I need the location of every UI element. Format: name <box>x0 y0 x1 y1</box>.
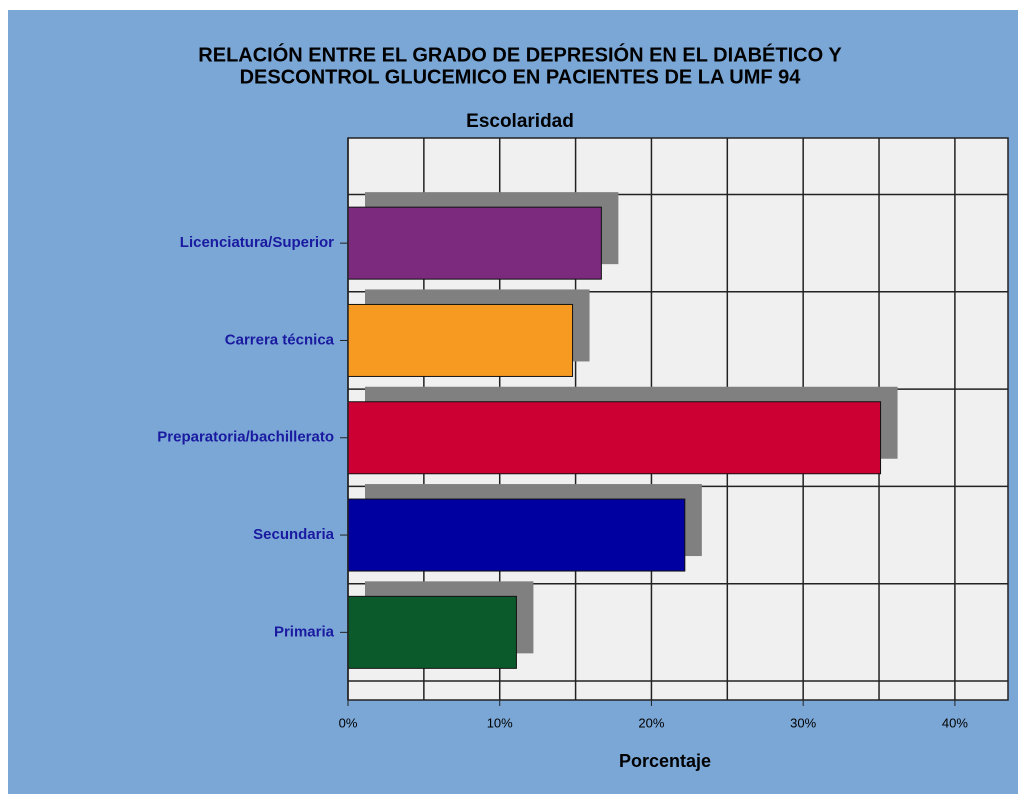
y-tick-label: Licenciatura/Superior <box>180 234 334 251</box>
y-tick-label: Secundaria <box>253 526 335 543</box>
y-tick-label: Preparatoria/bachillerato <box>157 429 334 446</box>
chart-title: RELACIÓN ENTRE EL GRADO DE DEPRESIÓN EN … <box>198 42 842 66</box>
plot-border <box>347 137 1009 701</box>
x-tick-label: 40% <box>942 715 968 730</box>
bar <box>347 595 517 669</box>
x-tick-label: 10% <box>487 715 513 730</box>
chart-subtitle: Escolaridad <box>466 111 574 132</box>
x-tick-label: 30% <box>790 715 816 730</box>
x-axis-label: Porcentaje <box>619 751 711 771</box>
bar <box>347 206 602 280</box>
bar <box>347 303 574 377</box>
y-tick-label: Primaria <box>274 623 335 640</box>
x-tick-label: 20% <box>638 715 664 730</box>
y-tick-label: Carrera técnica <box>225 331 335 348</box>
chart-title: DESCONTROL GLUCEMICO EN PACIENTES DE LA … <box>240 66 802 88</box>
x-tick-label: 0% <box>339 715 358 730</box>
bar <box>347 401 882 475</box>
bar <box>347 498 686 572</box>
